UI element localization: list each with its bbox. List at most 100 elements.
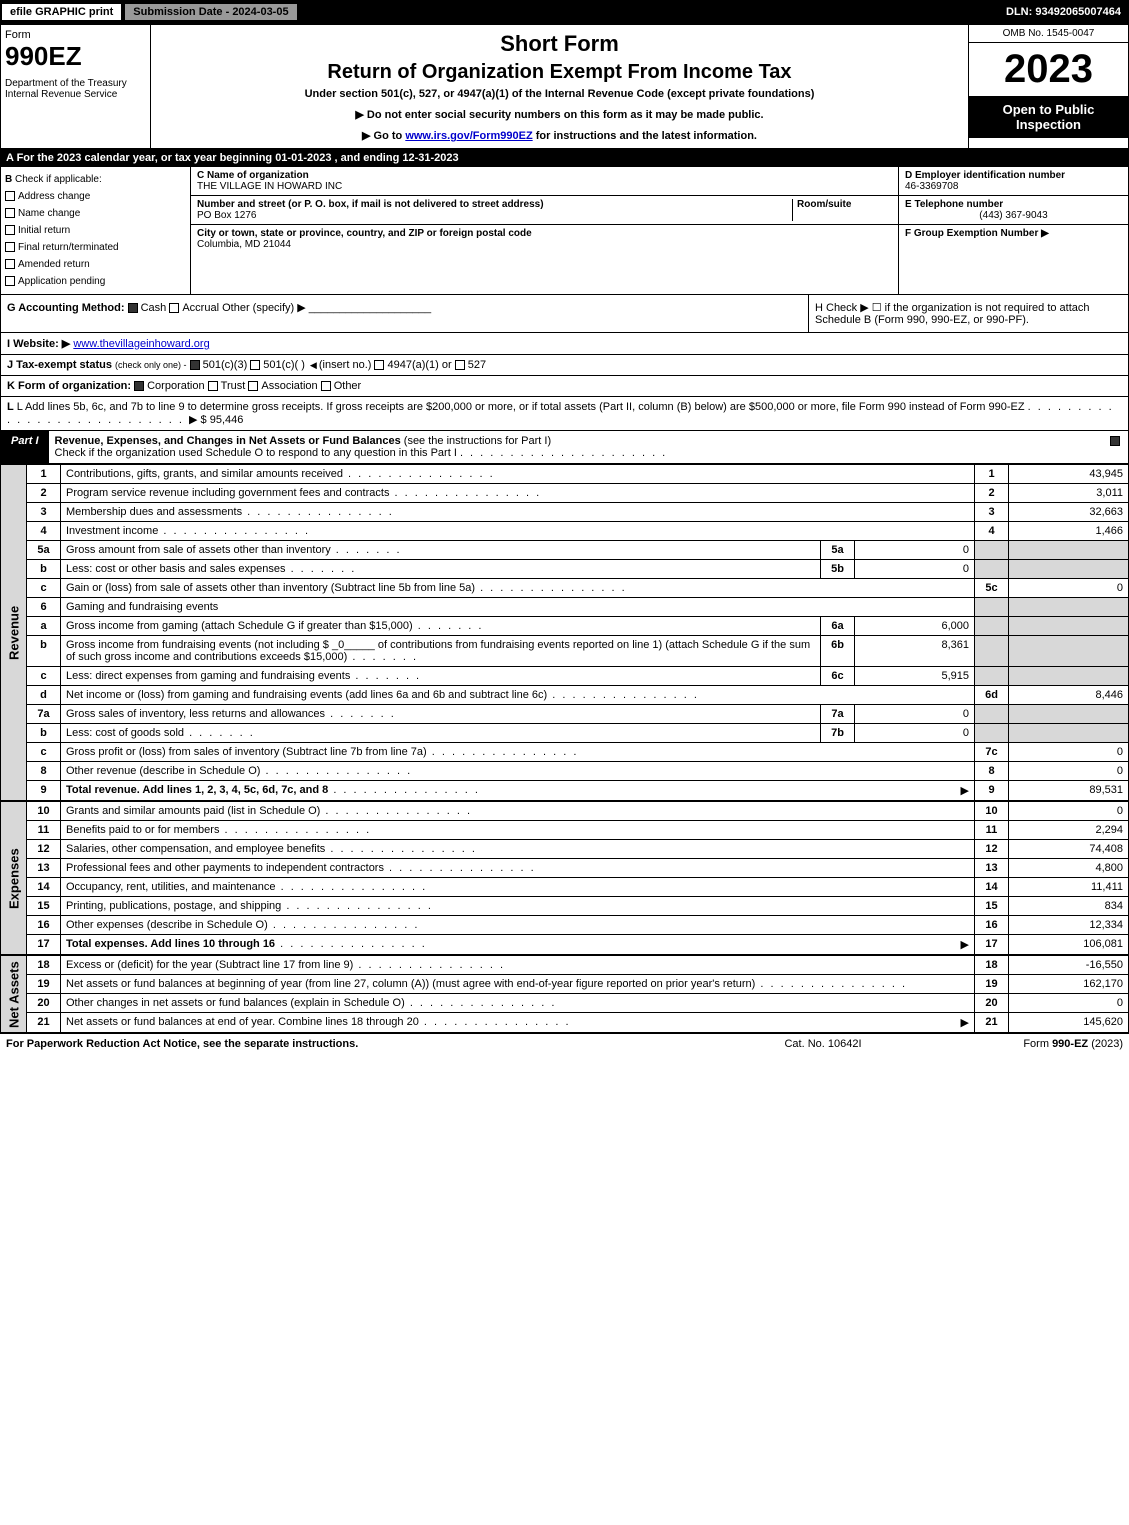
website-link[interactable]: www.thevillageinhoward.org: [73, 338, 209, 350]
line-description: Excess or (deficit) for the year (Subtra…: [61, 956, 975, 975]
form-number: 990EZ: [5, 41, 146, 72]
section-b: B Check if applicable: Address change Na…: [0, 167, 1129, 295]
sub-amount: 0: [855, 541, 975, 560]
b-label: B: [5, 174, 12, 185]
line-row: aGross income from gaming (attach Schedu…: [1, 617, 1129, 636]
section-label: Revenue: [1, 465, 27, 801]
checkbox-schedule-o[interactable]: [1110, 436, 1120, 446]
line-number: 20: [27, 994, 61, 1013]
checkbox-cash[interactable]: [128, 303, 138, 313]
amount: 12,334: [1009, 916, 1129, 935]
amount: 43,945: [1009, 465, 1129, 484]
amount: 834: [1009, 897, 1129, 916]
line-row: 6Gaming and fundraising events: [1, 598, 1129, 617]
d-hdr: D Employer identification number: [905, 170, 1065, 181]
checkbox-initial-return[interactable]: [5, 225, 15, 235]
org-city: Columbia, MD 21044: [197, 239, 291, 250]
sub-amount: 5,915: [855, 667, 975, 686]
city-hdr: City or town, state or province, country…: [197, 228, 532, 239]
amount: -16,550: [1009, 956, 1129, 975]
line-number: 8: [27, 762, 61, 781]
gray-cell: [1009, 598, 1129, 617]
irs-link[interactable]: www.irs.gov/Form990EZ: [405, 130, 532, 142]
checkbox-address-change[interactable]: [5, 191, 15, 201]
line-number: 14: [27, 878, 61, 897]
amount: 11,411: [1009, 878, 1129, 897]
line-description: Gaming and fundraising events: [61, 598, 975, 617]
checkbox-527[interactable]: [455, 360, 465, 370]
checkbox-corporation[interactable]: [134, 381, 144, 391]
check-if-label: Check if applicable:: [15, 174, 102, 185]
opt-address-change: Address change: [18, 191, 90, 202]
result-line-number: 5c: [975, 579, 1009, 598]
result-line-number: 4: [975, 522, 1009, 541]
opt-initial-return: Initial return: [18, 225, 70, 236]
line-row: Expenses10Grants and similar amounts pai…: [1, 802, 1129, 821]
checkbox-final-return[interactable]: [5, 242, 15, 252]
efile-link[interactable]: efile GRAPHIC print: [1, 3, 122, 21]
checkbox-other[interactable]: [321, 381, 331, 391]
amount: 145,620: [1009, 1013, 1129, 1033]
line-row: 13Professional fees and other payments t…: [1, 859, 1129, 878]
line-description: Investment income . . . . . . . . . . . …: [61, 522, 975, 541]
gray-cell: [1009, 541, 1129, 560]
public-inspection: Open to Public Inspection: [969, 96, 1128, 138]
sub-amount: 0: [855, 560, 975, 579]
line-number: 6: [27, 598, 61, 617]
g-label: G Accounting Method:: [7, 302, 125, 314]
part-i-tab: Part I: [1, 431, 49, 463]
row-l: L L Add lines 5b, 6c, and 7b to line 9 t…: [0, 397, 1129, 431]
checkbox-501c[interactable]: [250, 360, 260, 370]
amount: 0: [1009, 994, 1129, 1013]
checkbox-501c3[interactable]: [190, 360, 200, 370]
gray-cell: [975, 724, 1009, 743]
line-description: Salaries, other compensation, and employ…: [61, 840, 975, 859]
line-number: 18: [27, 956, 61, 975]
line-row: 2Program service revenue including gover…: [1, 484, 1129, 503]
j-insert: (insert no.): [319, 359, 372, 371]
gray-cell: [1009, 560, 1129, 579]
result-line-number: 20: [975, 994, 1009, 1013]
line-number: 11: [27, 821, 61, 840]
j-4947: 4947(a)(1) or: [387, 359, 451, 371]
line-description: Less: cost of goods sold . . . . . . .: [61, 724, 821, 743]
line-row: 17Total expenses. Add lines 10 through 1…: [1, 935, 1129, 955]
line-description: Membership dues and assessments . . . . …: [61, 503, 975, 522]
line-row: 3Membership dues and assessments . . . .…: [1, 503, 1129, 522]
amount: 89,531: [1009, 781, 1129, 801]
checkbox-application-pending[interactable]: [5, 276, 15, 286]
result-line-number: 13: [975, 859, 1009, 878]
line-number: b: [27, 636, 61, 667]
line-row: 20Other changes in net assets or fund ba…: [1, 994, 1129, 1013]
line-row: cLess: direct expenses from gaming and f…: [1, 667, 1129, 686]
line-row: cGain or (loss) from sale of assets othe…: [1, 579, 1129, 598]
amount: 2,294: [1009, 821, 1129, 840]
line-number: c: [27, 579, 61, 598]
line-number: b: [27, 560, 61, 579]
k-corp: Corporation: [147, 380, 204, 392]
checkbox-accrual[interactable]: [169, 303, 179, 313]
i-label: I Website: ▶: [7, 338, 70, 350]
addr-hdr: Number and street (or P. O. box, if mail…: [197, 199, 544, 210]
dln: DLN: 93492065007464: [998, 4, 1129, 20]
result-line-number: 2: [975, 484, 1009, 503]
gray-cell: [1009, 667, 1129, 686]
line-description: Gross amount from sale of assets other t…: [61, 541, 821, 560]
line-description: Contributions, gifts, grants, and simila…: [61, 465, 975, 484]
result-line-number: 19: [975, 975, 1009, 994]
amount: 8,446: [1009, 686, 1129, 705]
note-ssn: ▶ Do not enter social security numbers o…: [157, 108, 962, 121]
checkbox-name-change[interactable]: [5, 208, 15, 218]
checkbox-4947[interactable]: [374, 360, 384, 370]
line-row: dNet income or (loss) from gaming and fu…: [1, 686, 1129, 705]
checkbox-amended-return[interactable]: [5, 259, 15, 269]
opt-final-return: Final return/terminated: [18, 242, 119, 253]
gray-cell: [975, 560, 1009, 579]
result-line-number: 11: [975, 821, 1009, 840]
checkbox-association[interactable]: [248, 381, 258, 391]
opt-application-pending: Application pending: [18, 276, 105, 287]
form-header: Form 990EZ Department of the Treasury In…: [0, 24, 1129, 149]
checkbox-trust[interactable]: [208, 381, 218, 391]
line-description: Printing, publications, postage, and shi…: [61, 897, 975, 916]
sub-line-number: 7a: [821, 705, 855, 724]
